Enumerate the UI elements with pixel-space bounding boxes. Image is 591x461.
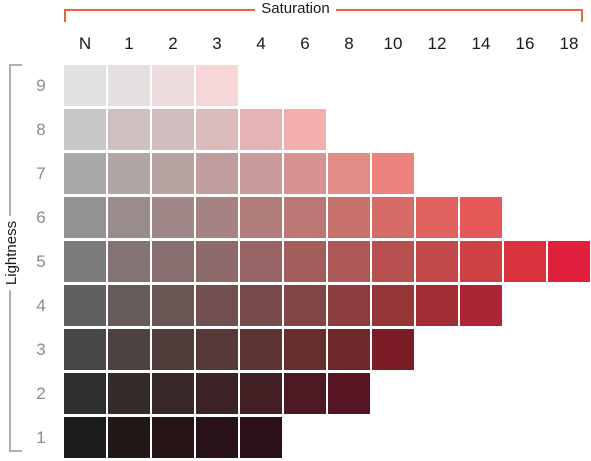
lightness-label-4: 4 [36,296,46,315]
lightness-label-9: 9 [36,76,46,95]
color-chip-l8-c1 [108,109,150,150]
color-chip-l3-c1 [108,329,150,370]
color-chip-l7-c3 [196,153,238,194]
color-chip-l6-c6 [284,197,326,238]
color-chip-l1-cn [64,417,106,458]
color-chip-l4-c4 [240,285,282,326]
lightness-bracket-top-tick [9,64,22,66]
color-chip-l5-c4 [240,241,282,282]
color-chip-l2-cn [64,373,106,414]
color-chip-l2-c8 [328,373,370,414]
color-chip-l3-c8 [328,329,370,370]
saturation-axis-title: Saturation [0,0,591,18]
saturation-label-6: 6 [300,34,310,53]
color-chip-l5-c8 [328,241,370,282]
color-chip-l6-c12 [416,197,458,238]
color-chip-l8-c3 [196,109,238,150]
saturation-label-16: 16 [515,34,535,53]
color-chip-l5-c1 [108,241,150,282]
lightness-label-6: 6 [36,208,46,227]
color-chip-l1-c4 [240,417,282,458]
color-chip-l9-c1 [108,65,150,106]
color-chip-l8-cn [64,109,106,150]
color-chip-l8-c4 [240,109,282,150]
saturation-label-1: 1 [124,34,134,53]
color-chip-l5-c18 [548,241,590,282]
color-chip-l4-c3 [196,285,238,326]
color-chip-l5-c10 [372,241,414,282]
color-chip-l7-c6 [284,153,326,194]
color-chip-l1-c3 [196,417,238,458]
color-chip-l6-c2 [152,197,194,238]
color-chip-l5-c6 [284,241,326,282]
color-chip-l5-cn [64,241,106,282]
color-chip-l8-c2 [152,109,194,150]
color-chip-l4-c10 [372,285,414,326]
color-chip-l7-c2 [152,153,194,194]
saturation-label-4: 4 [256,34,266,53]
color-chip-l7-c10 [372,153,414,194]
color-chip-l5-c14 [460,241,502,282]
color-chip-l5-c16 [504,241,546,282]
saturation-label-n: N [78,34,92,53]
color-chip-l5-c3 [196,241,238,282]
color-chip-l5-c12 [416,241,458,282]
color-chip-l5-c2 [152,241,194,282]
color-chip-l3-c2 [152,329,194,370]
color-chip-l8-c6 [284,109,326,150]
color-chip-l4-c14 [460,285,502,326]
color-chip-l6-c4 [240,197,282,238]
lightness-label-3: 3 [36,340,46,359]
color-chip-l7-cn [64,153,106,194]
saturation-bracket-left-tick [64,9,66,22]
color-chip-l2-c4 [240,373,282,414]
color-chip-l6-c3 [196,197,238,238]
color-chip-l1-c1 [108,417,150,458]
color-chip-l1-c2 [152,417,194,458]
saturation-bracket-right-tick [581,9,583,22]
color-chip-l3-c6 [284,329,326,370]
color-chip-l3-c10 [372,329,414,370]
color-chip-l3-c3 [196,329,238,370]
saturation-label-18: 18 [559,34,579,53]
saturation-label-14: 14 [471,34,491,53]
lightness-label-2: 2 [36,384,46,403]
color-chip-l2-c1 [108,373,150,414]
lightness-label-8: 8 [36,120,46,139]
color-chip-l6-c8 [328,197,370,238]
color-chip-l4-c6 [284,285,326,326]
color-chip-l4-c1 [108,285,150,326]
color-chip-l4-c2 [152,285,194,326]
color-chip-l2-c3 [196,373,238,414]
color-chip-l2-c6 [284,373,326,414]
color-chip-l4-cn [64,285,106,326]
lightness-label-1: 1 [36,428,46,447]
color-chip-l6-c1 [108,197,150,238]
color-chip-l9-c3 [196,65,238,106]
saturation-label-10: 10 [383,34,403,53]
color-chip-l9-c2 [152,65,194,106]
saturation-label-8: 8 [344,34,354,53]
color-chip-l2-c2 [152,373,194,414]
color-chip-l3-c4 [240,329,282,370]
lightness-label-7: 7 [36,164,46,183]
color-chip-l9-cn [64,65,106,106]
saturation-label-2: 2 [168,34,178,53]
color-chip-l7-c4 [240,153,282,194]
saturation-label-12: 12 [427,34,447,53]
lightness-axis-title: Lightness [3,213,21,293]
color-chip-l4-c12 [416,285,458,326]
color-chip-l4-c8 [328,285,370,326]
saturation-label-3: 3 [212,34,222,53]
color-chip-l7-c1 [108,153,150,194]
color-chip-l6-cn [64,197,106,238]
color-chip-l6-c10 [372,197,414,238]
lightness-label-5: 5 [36,252,46,271]
lightness-bracket-bottom-tick [9,450,22,452]
color-chip-l3-cn [64,329,106,370]
color-chip-l7-c8 [328,153,370,194]
color-chip-l6-c14 [460,197,502,238]
